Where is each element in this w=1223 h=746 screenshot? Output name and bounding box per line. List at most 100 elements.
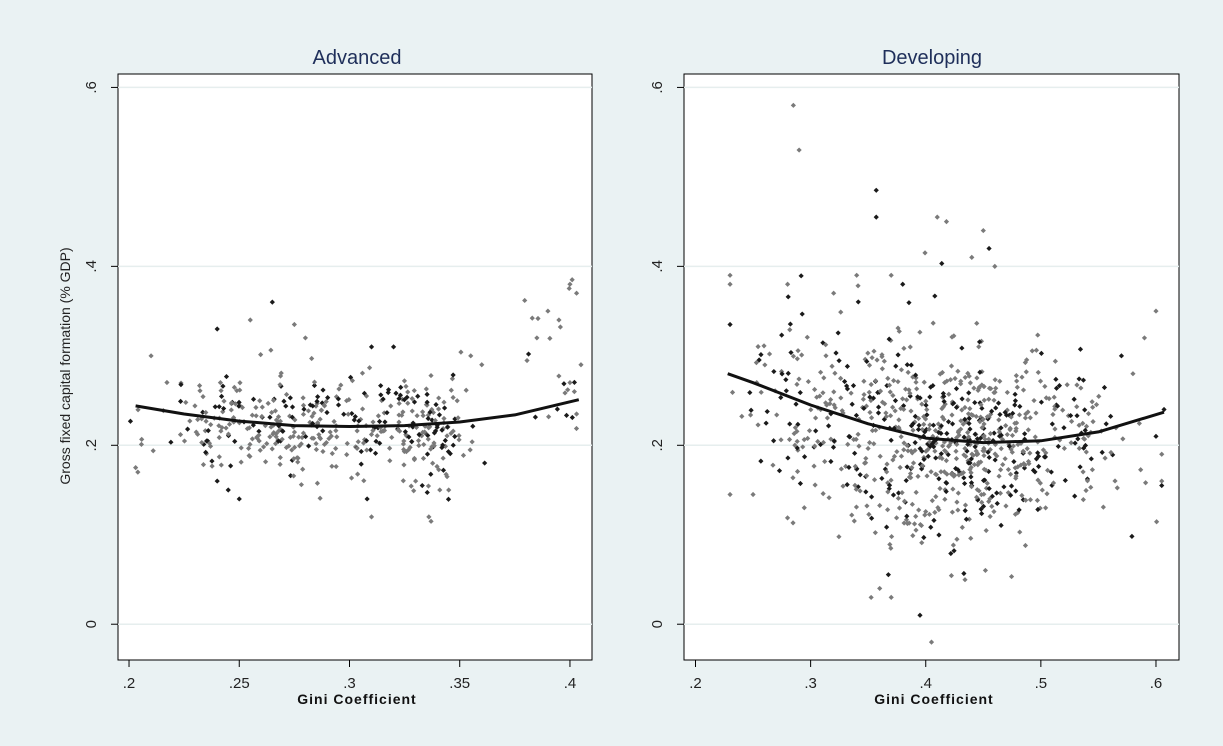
data-point — [966, 436, 972, 443]
data-point — [320, 428, 326, 434]
data-point — [936, 454, 943, 461]
data-point — [792, 442, 798, 448]
data-point — [361, 478, 367, 484]
data-point — [556, 317, 562, 323]
data-point — [801, 437, 807, 443]
data-point — [197, 388, 203, 394]
data-point — [422, 423, 428, 429]
data-point — [953, 386, 960, 392]
data-point — [956, 472, 962, 478]
data-point — [1082, 407, 1088, 413]
data-point — [1061, 445, 1067, 451]
data-point — [239, 404, 246, 411]
data-point — [425, 415, 431, 422]
data-point — [448, 430, 454, 437]
data-point — [329, 450, 335, 457]
data-point — [135, 469, 141, 475]
data-point — [936, 476, 942, 482]
data-point — [426, 425, 432, 431]
data-point — [1008, 492, 1014, 498]
data-point — [884, 524, 890, 530]
fit-curve — [727, 372, 1165, 445]
data-point — [1143, 480, 1149, 486]
data-point — [1153, 433, 1159, 439]
data-point — [311, 382, 318, 389]
data-point — [871, 441, 877, 447]
data-point — [833, 350, 839, 356]
data-point — [979, 425, 985, 431]
data-point — [973, 413, 979, 420]
data-point — [367, 447, 374, 453]
data-point — [1010, 410, 1016, 417]
data-point — [968, 464, 974, 471]
data-point — [289, 404, 296, 410]
data-point — [257, 447, 263, 453]
data-point — [919, 401, 925, 407]
data-point — [910, 460, 917, 466]
data-point — [1022, 542, 1029, 549]
data-point — [890, 392, 896, 399]
data-point — [823, 342, 829, 348]
data-point — [907, 390, 913, 396]
data-point — [335, 402, 342, 408]
data-point — [1030, 467, 1037, 474]
data-point — [925, 447, 931, 453]
data-point — [953, 448, 959, 454]
data-point — [727, 321, 733, 328]
data-point — [965, 429, 971, 436]
data-point — [225, 431, 232, 437]
data-point — [1096, 393, 1102, 399]
x-tick-label: .5 — [1035, 675, 1048, 692]
data-point — [923, 402, 929, 408]
data-point — [825, 423, 832, 429]
data-point — [909, 450, 915, 456]
data-point — [993, 385, 999, 391]
data-point — [216, 454, 222, 460]
data-point — [1022, 431, 1028, 437]
data-point — [187, 418, 193, 424]
data-point — [774, 412, 780, 418]
data-point — [376, 418, 383, 425]
data-point — [1008, 483, 1015, 489]
data-point — [315, 394, 321, 400]
data-point — [1004, 389, 1010, 396]
data-point — [317, 416, 323, 422]
data-point — [299, 434, 305, 441]
data-point — [965, 460, 972, 466]
data-point — [986, 454, 992, 461]
data-point — [985, 449, 991, 455]
data-point — [1008, 414, 1014, 420]
data-point — [852, 463, 858, 469]
data-point — [1076, 445, 1082, 451]
data-point — [256, 428, 262, 434]
data-point — [787, 327, 793, 333]
data-point — [283, 403, 289, 409]
data-point — [411, 488, 417, 494]
data-point — [942, 401, 948, 407]
data-point — [404, 433, 410, 439]
data-point — [926, 426, 932, 432]
data-point — [866, 389, 872, 395]
data-point — [306, 443, 312, 449]
data-point — [927, 394, 933, 400]
data-point — [820, 491, 826, 497]
data-point — [1001, 484, 1007, 490]
data-point — [796, 147, 802, 153]
data-point — [287, 395, 293, 401]
data-point — [148, 353, 154, 359]
data-point — [954, 536, 960, 542]
data-point — [1019, 374, 1025, 380]
data-point — [998, 425, 1004, 431]
data-point — [218, 388, 224, 394]
data-point — [368, 344, 375, 350]
data-point — [980, 227, 986, 234]
data-point — [949, 412, 955, 418]
data-point — [763, 420, 769, 426]
data-point — [321, 403, 328, 409]
data-point — [335, 396, 341, 402]
data-point — [794, 356, 800, 362]
data-point — [413, 478, 419, 484]
data-point — [368, 514, 375, 520]
data-point — [755, 422, 761, 428]
data-point — [1017, 529, 1023, 535]
